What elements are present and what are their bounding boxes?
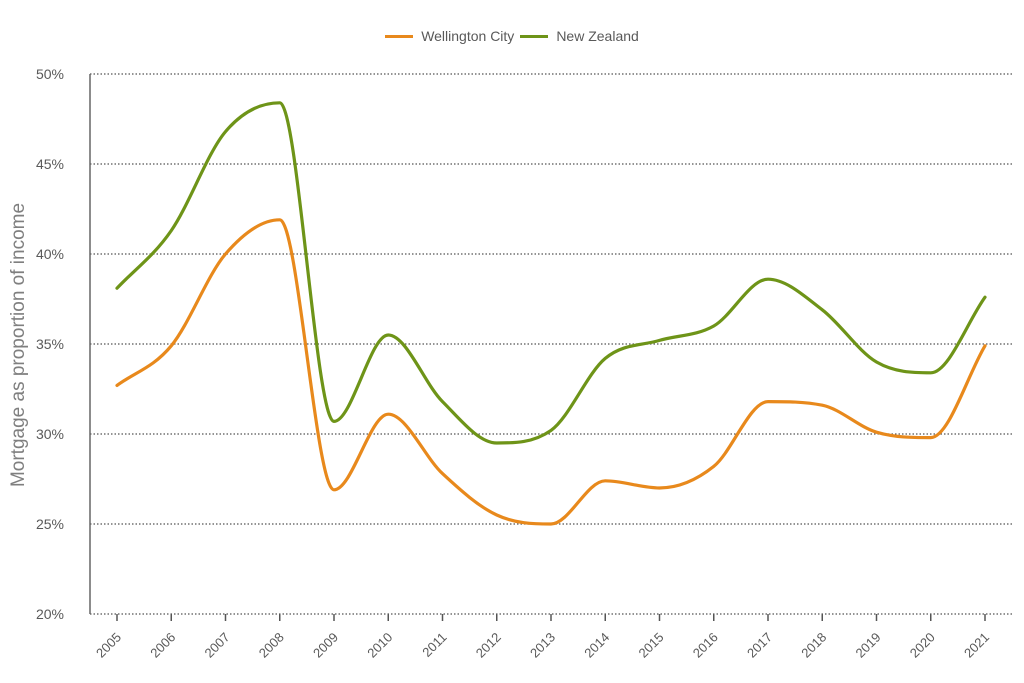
y-tick-label: 40% bbox=[36, 246, 64, 262]
legend-item-new-zealand[interactable]: New Zealand bbox=[520, 28, 639, 44]
x-tick-label: 2017 bbox=[744, 630, 775, 661]
x-tick-label: 2005 bbox=[93, 630, 124, 661]
x-tick-label: 2008 bbox=[256, 630, 287, 661]
x-tick-label: 2016 bbox=[690, 630, 721, 661]
y-tick-label: 25% bbox=[36, 516, 64, 532]
legend-label: Wellington City bbox=[421, 28, 515, 44]
x-tick-label: 2006 bbox=[147, 630, 178, 661]
y-tick-label: 30% bbox=[36, 426, 64, 442]
y-axis: 20% 25% 30% 35% 40% 45% 50% bbox=[36, 66, 91, 622]
x-tick-label: 2020 bbox=[907, 630, 938, 661]
legend-item-wellington-city[interactable]: Wellington City bbox=[385, 28, 514, 44]
x-tick-label: 2018 bbox=[798, 630, 829, 661]
y-tick-label: 20% bbox=[36, 606, 64, 622]
x-axis: 2005 2006 2007 2008 2009 2010 2011 2012 2013 2014… bbox=[93, 614, 992, 661]
series-line-new-zealand[interactable] bbox=[115, 101, 987, 445]
y-tick-label: 50% bbox=[36, 66, 64, 82]
legend-swatch-new-zealand bbox=[520, 34, 549, 38]
x-tick-label: 2014 bbox=[581, 630, 612, 661]
x-tick-label: 2015 bbox=[636, 630, 667, 661]
y-axis-title: Mortgage as proportion of income bbox=[8, 203, 29, 487]
x-tick-label: 2010 bbox=[364, 630, 395, 661]
y-tick-label: 45% bbox=[36, 156, 64, 172]
x-tick-label: 2011 bbox=[419, 630, 449, 660]
x-tick-label: 2012 bbox=[473, 630, 504, 661]
x-tick-label: 2019 bbox=[853, 630, 884, 661]
chart-legend: Wellington City New Zealand bbox=[0, 28, 1024, 44]
x-tick-label: 2007 bbox=[202, 630, 233, 661]
legend-label: New Zealand bbox=[556, 28, 639, 44]
y-tick-label: 35% bbox=[36, 336, 64, 352]
gridlines bbox=[90, 73, 1012, 615]
series-line-wellington-city[interactable] bbox=[115, 218, 987, 526]
x-tick-label: 2013 bbox=[527, 630, 558, 661]
x-tick-label: 2021 bbox=[961, 630, 992, 661]
series-lines bbox=[115, 101, 987, 526]
x-tick-label: 2009 bbox=[310, 630, 341, 661]
legend-swatch-wellington-city bbox=[385, 34, 414, 38]
